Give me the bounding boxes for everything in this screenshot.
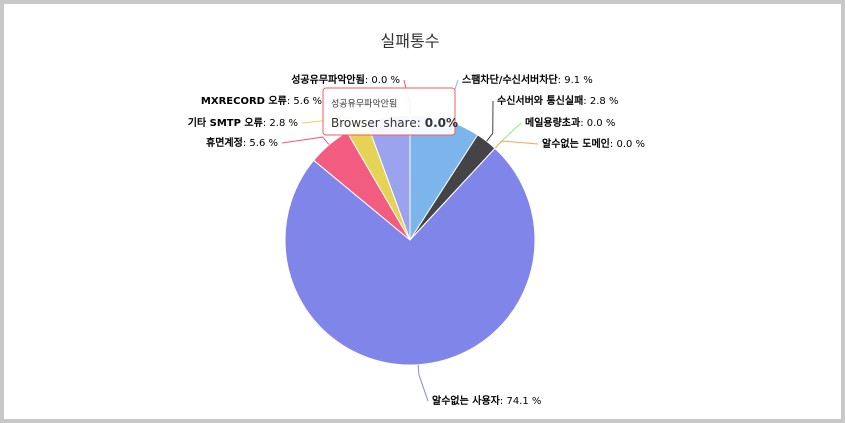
data-label: 성공유무파악안됨: 0.0 % [291,73,400,86]
label-sep: : [583,96,590,107]
label-sep: : [580,118,587,129]
data-label: 스팸차단/수신서버차단: 9.1 % [462,73,593,86]
data-label: 알수없는 도메인: 0.0 % [542,137,645,150]
label-name: MXRECORD 오류 [201,95,287,107]
pie-slice [284,147,536,366]
label-sep: : [558,75,565,86]
tooltip-body: Browser share: 0.0% [331,116,458,130]
label-name: 기타 SMTP 오류 [188,116,263,129]
label-sep: : [243,138,250,149]
connector [281,136,330,146]
connector [486,100,494,142]
label-sep: : [610,139,617,150]
label-sep: : [263,118,270,129]
label-value: 5.6 % [293,96,322,107]
label-value: 5.6 % [249,138,278,149]
label-sep: : [365,75,372,86]
data-label: MXRECORD 오류: 5.6 % [201,95,322,107]
data-label: 수신서버와 통신실패: 2.8 % [497,94,618,107]
chart-title: 실패통수 [381,32,440,51]
tooltip-name: Browser share: [331,116,421,130]
label-value: 0.0 % [587,118,616,129]
label-sep: : [500,396,507,407]
tooltip: 성공유무파악안됨 Browser share: 0.0% [322,87,458,136]
label-sep: : [287,96,294,107]
label-value: 74.1 % [506,396,541,407]
label-value: 0.0 % [371,75,400,86]
label-name: 메일용량초과 [525,116,581,129]
label-value: 2.8 % [269,118,298,129]
label-name: 알수없는 사용자 [432,394,501,407]
label-value: 9.1 % [564,75,593,86]
connector [494,140,539,149]
label-value: 0.0 % [616,139,645,150]
data-label: 알수없는 사용자: 74.1 % [432,394,541,407]
data-label: 메일용량초과: 0.0 % [525,116,615,129]
label-name: 스팸차단/수신서버차단 [462,73,558,86]
tooltip-box [322,87,456,136]
data-label: 휴면계정: 5.6 % [206,136,278,149]
label-name: 휴면계정 [206,136,243,149]
label-name: 성공유무파악안됨 [291,73,365,86]
data-label: 기타 SMTP 오류: 2.8 % [188,116,298,129]
connector [417,364,429,402]
label-name: 알수없는 도메인 [542,137,610,150]
label-value: 2.8 % [590,96,619,107]
tooltip-value: 0.0% [425,116,458,130]
label-name: 수신서버와 통신실패 [497,94,583,107]
tooltip-header: 성공유무파악안됨 [331,98,397,110]
